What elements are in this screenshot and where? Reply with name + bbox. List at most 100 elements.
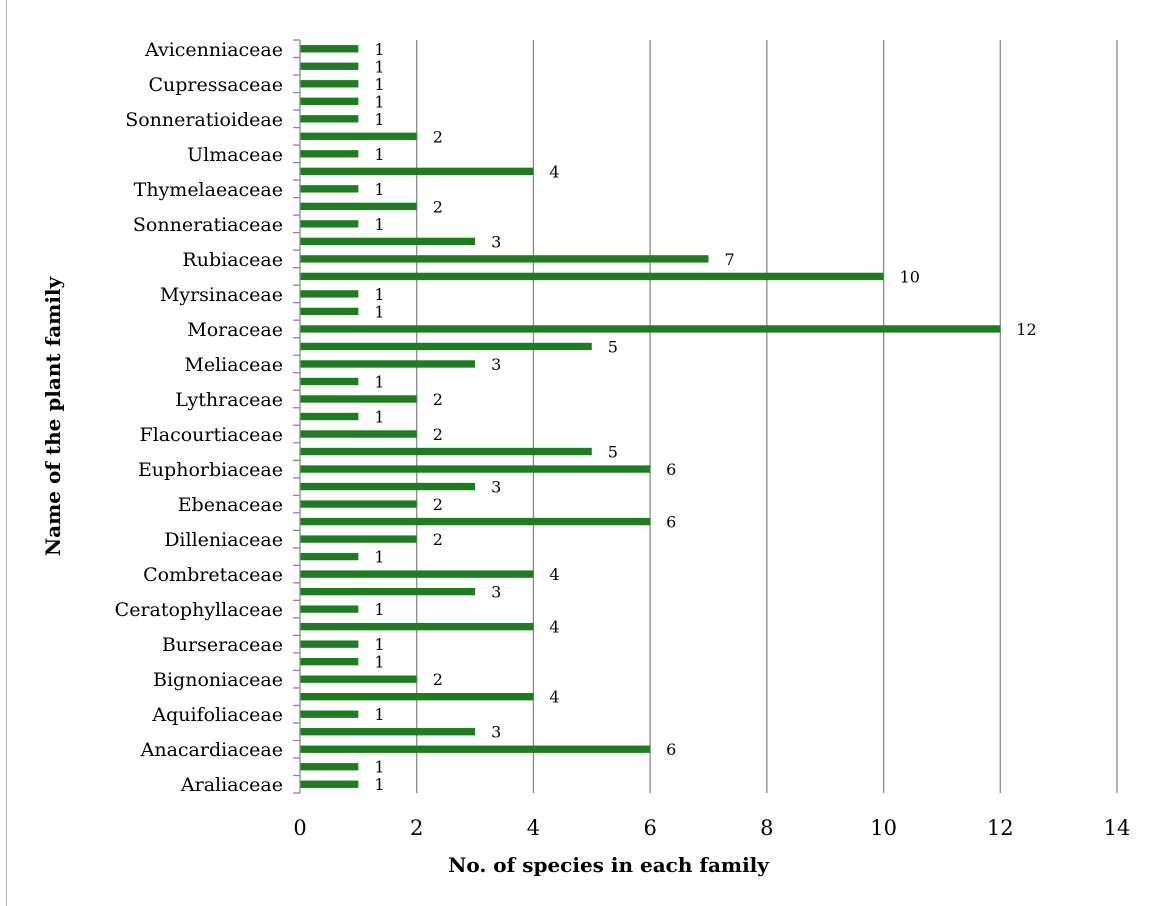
data-label: 1 [374,302,384,321]
data-label: 2 [433,495,443,514]
bar [300,763,359,771]
data-label: 1 [374,75,384,94]
y-tick-label: Cupressaceae [148,74,283,96]
bar [300,220,359,228]
data-label: 1 [374,92,384,111]
bar [300,325,1001,333]
data-label: 6 [666,740,676,759]
x-tick-label: 4 [527,816,540,840]
bar-chart: 0 2 4 6 8 10 12 141Araliaceae16Anacardiaceae31A… [41,39,1131,877]
data-label: 1 [374,775,384,794]
axes [293,39,301,794]
bar [300,657,359,666]
bar [300,307,359,316]
bar [300,255,709,263]
y-tick-label: Rubiaceae [182,249,283,271]
bar [300,342,592,351]
x-tick-label: 12 [987,816,1014,840]
y-tick-label: Thymelaeaceae [134,179,283,201]
bar [300,482,476,491]
bar [300,587,476,596]
x-axis-title: No. of species in each family [448,853,770,877]
x-tick-label: 0 [293,816,306,840]
data-label: 3 [491,478,501,497]
data-label: 5 [608,337,618,356]
y-tick-label: Combretaceae [143,564,283,586]
data-label: 1 [374,408,384,427]
bar [300,290,359,298]
y-tick-label: Ebenaceae [178,494,283,516]
y-tick-label: Meliaceae [184,354,283,376]
data-label: 5 [608,443,618,462]
bar [300,237,476,246]
y-tick-label: Sonneratiaceae [133,214,283,236]
y-tick-label: Burseraceae [162,634,283,656]
data-label: 1 [374,145,384,164]
bar [300,150,359,158]
bar [300,395,417,403]
x-tick-label: 10 [870,816,897,840]
bar [300,693,534,701]
data-label: 2 [433,390,443,409]
y-tick-label: Myrsinaceae [160,284,283,306]
bar [300,430,417,438]
bar [300,447,592,456]
bar [300,132,417,140]
data-label: 2 [433,530,443,549]
bar [300,465,651,473]
data-label: 2 [433,197,443,216]
data-label: 1 [374,180,384,199]
data-label: 6 [666,460,676,479]
bar [300,115,359,123]
y-tick-label: Ulmaceae [187,144,283,166]
bar [300,360,476,368]
bar [300,97,359,105]
data-label: 1 [374,40,384,59]
y-tick-label: Avicenniaceae [144,39,283,61]
data-label: 7 [725,250,735,269]
bar [300,640,359,648]
bars [300,45,1001,788]
bar [300,622,534,631]
data-label: 1 [374,758,384,777]
bar [300,412,359,421]
y-tick-label: Lythraceae [175,389,283,411]
data-label: 1 [374,57,384,76]
data-label: 3 [491,355,501,374]
bar [300,500,417,508]
bar [300,377,359,386]
data-label: 6 [666,513,676,532]
data-label: 10 [900,267,920,286]
x-tick-label: 2 [410,816,423,840]
data-label: 4 [549,162,559,181]
bar [300,202,417,211]
data-label: 1 [374,600,384,619]
y-tick-label: Dilleniaceae [164,529,283,551]
data-label: 2 [433,127,443,146]
gridlines [416,40,1118,793]
data-label: 3 [491,583,501,602]
y-tick-label: Araliaceae [180,774,283,796]
data-label: 1 [374,285,384,304]
data-label: 4 [549,565,559,584]
labels: 0 2 4 6 8 10 12 141Araliaceae16Anacardiaceae31A… [115,39,1131,840]
bar [300,45,359,53]
data-label: 1 [374,110,384,129]
data-label: 1 [374,653,384,672]
y-tick-label: Flacourtiaceae [140,424,283,446]
y-tick-label: Aquifoliaceae [151,704,283,726]
bar [300,675,417,683]
data-label: 3 [491,723,501,742]
bar [300,710,359,718]
data-label: 4 [549,618,559,637]
data-label: 4 [549,688,559,707]
bar [300,185,359,193]
bar [300,745,651,753]
data-label: 1 [374,372,384,391]
data-label: 1 [374,635,384,654]
y-tick-label: Ceratophyllaceae [115,599,283,621]
bar [300,570,534,578]
bar [300,605,359,613]
bar [300,728,476,736]
bar [300,552,359,561]
